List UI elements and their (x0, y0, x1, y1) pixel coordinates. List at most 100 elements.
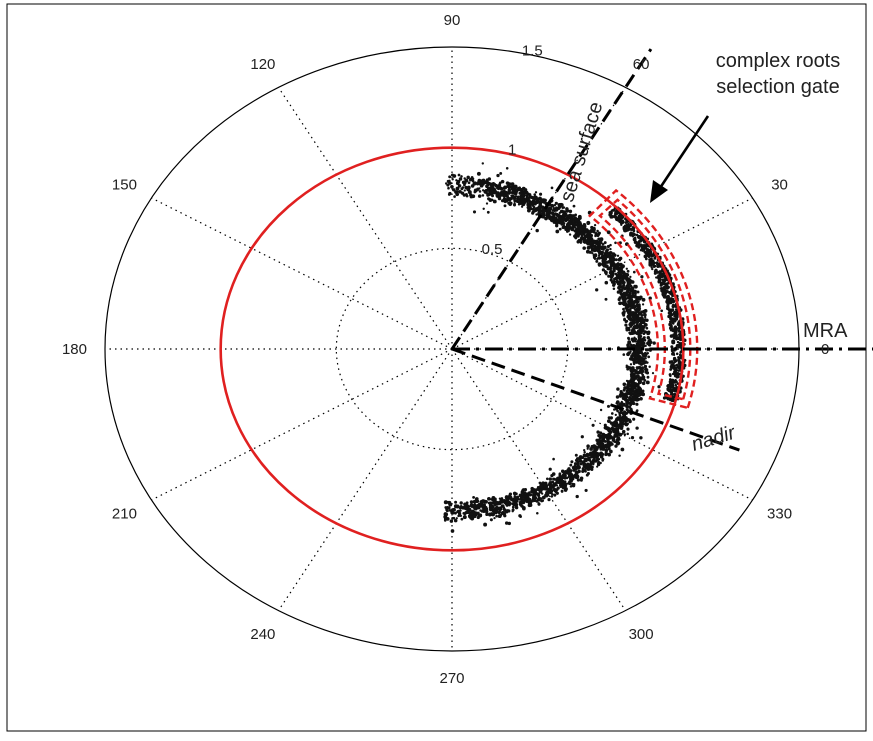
data-point (624, 305, 629, 310)
data-point (641, 248, 646, 252)
data-point (619, 421, 622, 424)
data-point (485, 202, 489, 205)
data-point (678, 353, 682, 357)
angle-tick-label: 60 (633, 56, 650, 73)
data-point (616, 387, 620, 391)
data-point (548, 206, 553, 211)
data-point (492, 199, 497, 204)
data-point (588, 466, 592, 469)
data-point (670, 360, 674, 364)
data-point (488, 198, 493, 202)
data-point (643, 365, 647, 369)
data-point (484, 188, 489, 193)
angle-tick-label: 150 (112, 176, 137, 193)
data-point (635, 313, 638, 316)
data-point (596, 452, 601, 457)
data-point (513, 184, 518, 189)
data-point (516, 500, 519, 503)
data-point (671, 352, 675, 356)
data-point (627, 299, 631, 304)
data-point (493, 509, 497, 514)
data-point (631, 358, 635, 362)
data-point (645, 380, 650, 385)
data-point (577, 469, 581, 474)
data-point (615, 212, 619, 216)
data-point (644, 354, 648, 358)
data-point (656, 276, 659, 279)
data-point (583, 454, 586, 458)
data-point (448, 502, 453, 507)
data-point (614, 258, 618, 262)
gate-outline-inner (598, 198, 692, 401)
data-point (606, 419, 611, 424)
data-point (600, 247, 604, 251)
data-point (621, 270, 626, 275)
data-point (601, 268, 606, 272)
data-point (513, 200, 516, 203)
data-point (553, 493, 557, 497)
data-point (616, 436, 621, 440)
data-point (458, 177, 463, 181)
data-point (641, 337, 646, 342)
data-point (535, 213, 538, 216)
data-point (640, 313, 643, 316)
data-point (648, 259, 653, 264)
data-point (640, 316, 644, 320)
data-point (648, 343, 652, 347)
data-point (481, 178, 486, 183)
data-point (644, 254, 648, 258)
data-point (560, 219, 563, 222)
data-point (611, 438, 616, 442)
data-point (673, 319, 677, 323)
data-point (522, 186, 526, 190)
data-point (511, 505, 515, 509)
data-point (531, 499, 534, 503)
data-point (629, 398, 633, 402)
data-point (475, 512, 479, 515)
data-point (620, 391, 623, 394)
data-point (667, 298, 671, 302)
data-point (567, 227, 571, 231)
tick-labels: 0 30 60 90 120 150 180 210 240 270 300 330 0.5 1 1.5 (62, 12, 829, 687)
grid-spoke (451, 348, 626, 611)
data-point (625, 223, 629, 227)
data-point (479, 500, 484, 504)
data-point (505, 497, 510, 502)
data-point (458, 513, 462, 517)
data-point (633, 284, 636, 288)
data-point (618, 277, 622, 281)
data-point (593, 248, 597, 253)
data-point (448, 509, 452, 512)
data-point (621, 418, 625, 422)
data-point (540, 199, 545, 204)
data-point (489, 501, 493, 505)
data-point (604, 262, 607, 265)
data-point (543, 198, 547, 203)
data-point (634, 377, 638, 380)
data-point (540, 484, 544, 488)
data-point (644, 316, 647, 319)
data-point (553, 217, 557, 221)
data-point (527, 501, 531, 505)
data-point (674, 308, 678, 311)
data-point (594, 234, 597, 238)
data-point (582, 231, 586, 235)
data-point (455, 186, 460, 191)
data-point (463, 512, 467, 516)
data-point (597, 438, 601, 443)
data-point (631, 396, 636, 401)
data-point (507, 521, 511, 526)
data-point (674, 328, 678, 332)
data-point (467, 181, 471, 185)
data-point (601, 259, 605, 262)
data-point (510, 182, 515, 187)
data-point (630, 329, 634, 333)
data-point (634, 349, 638, 354)
data-point (511, 510, 514, 513)
data-point (520, 205, 524, 208)
data-point (573, 462, 578, 466)
data-point (582, 246, 586, 250)
data-point (547, 209, 551, 213)
data-point (668, 320, 672, 324)
data-point (487, 496, 491, 501)
